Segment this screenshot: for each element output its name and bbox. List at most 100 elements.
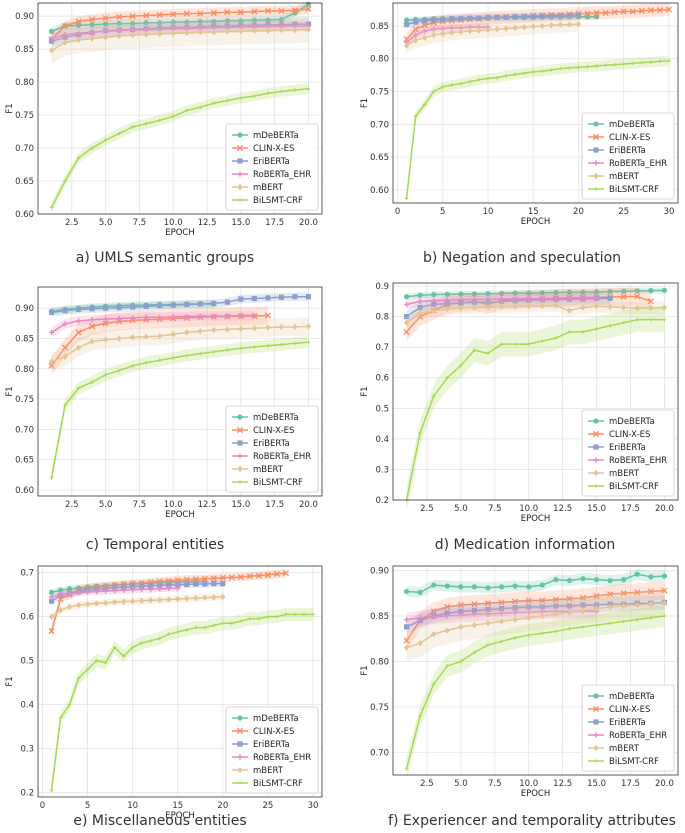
series-clin-x-es-point — [197, 10, 204, 17]
series-mdeberta — [403, 287, 668, 300]
series-clin-x-es-band — [51, 3, 309, 45]
x-tick-label: 10.0 — [519, 779, 538, 789]
series-bilsmt-crf-point — [585, 64, 590, 69]
series-eriberta-point — [485, 14, 491, 21]
series-roberta-ehr-point — [66, 591, 73, 597]
series-mbert-point — [661, 304, 668, 311]
series-bilsmt-crf-point — [279, 342, 284, 347]
x-tick-label: 10.0 — [519, 504, 538, 514]
chart-panel-2: 0.60 0.65 0.70 0.75 0.80 0.85 0 5 10 15 20 25 30 EPOC… — [360, 2, 679, 266]
series-clin-x-es-point — [264, 7, 271, 15]
series-clin-x-es-point — [656, 7, 663, 14]
series-eriberta-point — [139, 583, 145, 589]
series-roberta-ehr — [48, 584, 181, 601]
legend-roberta-ehr-point — [237, 754, 243, 760]
series-bilsmt-crf-point — [148, 639, 153, 643]
series-eriberta-point — [593, 602, 600, 608]
series-roberta-ehr-point — [417, 615, 423, 621]
x-tick-label: 7.5 — [133, 500, 147, 510]
series-roberta-ehr-point — [238, 312, 244, 319]
series-eriberta-point — [170, 302, 176, 308]
series-clin-x-es-point — [282, 569, 290, 577]
series-mbert — [48, 317, 312, 371]
chart-panel-3: 0.60 0.65 0.70 0.75 0.80 0.85 0.90 2.5 5.0 7.5 10.… — [5, 286, 323, 553]
series-bilsmt-crf-point — [302, 612, 306, 617]
series-bilsmt-crf-point — [284, 612, 288, 617]
legend-bilsmt-crf-point — [594, 759, 598, 763]
series-mbert-point — [116, 335, 122, 342]
series-clin-x-es-point — [89, 323, 96, 330]
series-bilsmt-crf-point — [603, 63, 608, 68]
chart-caption: d) Medication information — [435, 537, 616, 553]
series-clin-x-es-point — [634, 293, 641, 300]
series-eriberta-point — [458, 608, 464, 615]
legend-mdeberta-label: mDeBERTa — [609, 120, 655, 130]
x-tick-label: 15.0 — [587, 779, 606, 789]
series-eriberta-point — [494, 14, 500, 21]
series-bilsmt-crf-point — [239, 346, 243, 350]
series-bilsmt-crf-point — [139, 641, 144, 645]
series-clin-x-es-point — [403, 637, 410, 644]
y-tick-label: 0.5 — [20, 657, 34, 667]
series-bilsmt-crf-point — [221, 621, 225, 625]
series-mbert-point — [422, 34, 428, 41]
series-mbert-band — [51, 317, 309, 371]
series-eriberta-point — [530, 14, 536, 20]
legend-bilsmt-crf-point — [594, 187, 598, 191]
y-tick-label: 0.75 — [370, 88, 389, 98]
legend-clin-x-es-point — [592, 133, 600, 141]
series-bilsmt-crf-band — [51, 336, 309, 484]
series-eriberta-point — [422, 18, 428, 24]
series-eriberta-point — [175, 582, 181, 588]
series-clin-x-es-point — [512, 598, 519, 605]
series-bilsmt-crf — [49, 607, 315, 797]
series-bilsmt-crf-point — [117, 368, 121, 373]
x-tick-label: 5.0 — [454, 779, 468, 789]
series-mbert-point — [530, 23, 536, 30]
series-mbert-point — [498, 303, 505, 311]
series-mbert-point — [476, 27, 482, 34]
series-eriberta-point — [184, 301, 190, 308]
series-clin-x-es-point — [116, 318, 123, 325]
series-eriberta-point — [449, 16, 455, 22]
y-axis-label: F1 — [5, 676, 15, 686]
series-mdeberta-point — [211, 18, 217, 25]
series-mdeberta-point — [621, 577, 627, 583]
series-bilsmt-crf-point — [486, 76, 490, 81]
x-tick-label: 20 — [217, 801, 228, 811]
series-clin-x-es-point — [102, 320, 109, 327]
series-bilsmt-crf-band — [406, 605, 665, 780]
series-mbert-point — [130, 32, 136, 39]
series-bilsmt-crf-point — [662, 317, 667, 322]
series-mbert — [48, 593, 226, 621]
series-eriberta-point — [292, 294, 298, 300]
series-bilsmt-crf-point — [225, 348, 230, 352]
series-mbert-band — [51, 16, 309, 64]
series-eriberta-point — [580, 602, 586, 608]
series-bilsmt-crf-point — [440, 85, 445, 89]
series-eriberta-point — [157, 582, 163, 588]
series-bilsmt-crf-point — [450, 83, 454, 87]
series-roberta-ehr-point — [593, 295, 600, 301]
series-clin-x-es-point — [593, 9, 600, 16]
series-clin-x-es-band — [406, 3, 669, 46]
series-mdeberta-point — [485, 291, 491, 297]
series-mbert-point — [197, 28, 203, 36]
series-bilsmt-crf-point — [49, 476, 54, 480]
chart-panel-4: 0.2 0.3 0.4 0.5 0.6 0.7 0.8 0.9 2.5 5.0 7.5 10.0 12.… — [360, 282, 679, 553]
series-mbert-point — [62, 353, 68, 360]
series-bilsmt-crf-point — [640, 60, 644, 65]
series-roberta-ehr-point — [175, 585, 181, 592]
series-mbert-point — [170, 30, 176, 37]
legend-mdeberta-point — [593, 693, 599, 699]
series-mbert-point — [157, 332, 163, 340]
series-clin-x-es-point — [552, 596, 559, 603]
series-mbert-point — [184, 329, 190, 336]
series-clin-x-es-point — [457, 601, 464, 609]
plot-frame — [392, 2, 679, 204]
series-bilsmt-crf-point — [459, 81, 463, 86]
series-mbert-point — [116, 32, 122, 40]
series-roberta-ehr-point — [89, 29, 95, 35]
series-mbert-point — [634, 601, 640, 609]
series-mbert-point — [89, 338, 95, 345]
